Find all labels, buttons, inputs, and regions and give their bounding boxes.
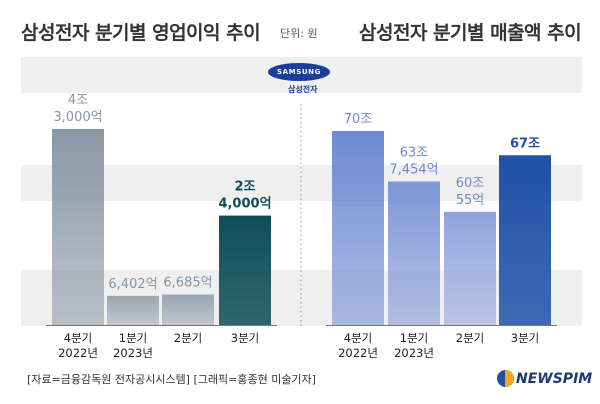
operating-profit-category-label: 2023년 xyxy=(113,346,153,360)
revenue-category-label: 2분기 xyxy=(456,331,484,345)
source-credit: [자료=금융감독원 전자공시시스템] [그래픽=홍종현 미술기자] xyxy=(27,373,316,386)
revenue-bar xyxy=(499,155,551,325)
revenue-category-label: 3분기 xyxy=(511,331,539,345)
operating-profit-category-label: 2분기 xyxy=(174,331,202,345)
samsung-sub-label: 삼성전자 xyxy=(288,85,318,94)
operating-profit-value-label: 2조 xyxy=(234,180,255,195)
operating-profit-value-label: 3,000억 xyxy=(53,110,102,125)
operating-profit-category-label: 1분기 xyxy=(119,331,147,345)
revenue-chart-title: 삼성전자 분기별 매출액 추이 xyxy=(359,22,582,44)
newspim-brand: NEWSPIM xyxy=(497,368,592,388)
samsung-wordmark: SAMSUNG xyxy=(268,63,330,81)
operating-profit-bar xyxy=(219,215,271,325)
operating-profit-value-label: 4조 xyxy=(68,93,88,108)
revenue-value-label: 55억 xyxy=(456,193,485,208)
newspim-wordmark: NEWSPIM xyxy=(516,370,593,387)
operating-profit-category-label: 2022년 xyxy=(58,346,98,360)
revenue-bar xyxy=(332,131,384,325)
operating-profit-bar xyxy=(162,294,214,325)
operating-profit-value-label: 6,402억 xyxy=(108,277,157,292)
revenue-value-label: 70조 xyxy=(344,112,373,127)
revenue-value-label: 60조 xyxy=(456,176,485,191)
revenue-value-label: 63조 xyxy=(400,146,429,161)
revenue-value-label: 67조 xyxy=(510,136,540,151)
operating-profit-chart-title: 삼성전자 분기별 영업이익 추이 xyxy=(21,22,261,44)
revenue-category-label: 1분기 xyxy=(400,331,428,345)
revenue-bar xyxy=(444,211,496,325)
operating-profit-value-label: 6,685억 xyxy=(163,276,212,291)
background-band xyxy=(21,165,582,201)
samsung-logo: SAMSUNG 삼성전자 xyxy=(268,63,333,99)
operating-profit-category-label: 3분기 xyxy=(231,331,259,345)
revenue-value-label: 7,454억 xyxy=(389,163,438,178)
operating-profit-bar xyxy=(107,295,159,325)
operating-profit-value-label: 4,000억 xyxy=(218,197,271,212)
operating-profit-category-label: 4분기 xyxy=(64,331,92,345)
newspim-logo-icon xyxy=(497,370,514,387)
unit-label: 단위: 원 xyxy=(280,27,318,40)
revenue-category-label: 2023년 xyxy=(394,346,434,360)
operating-profit-bar xyxy=(52,129,104,325)
revenue-category-label: 4분기 xyxy=(344,331,372,345)
revenue-bar xyxy=(388,181,440,325)
revenue-category-label: 2022년 xyxy=(338,346,378,360)
